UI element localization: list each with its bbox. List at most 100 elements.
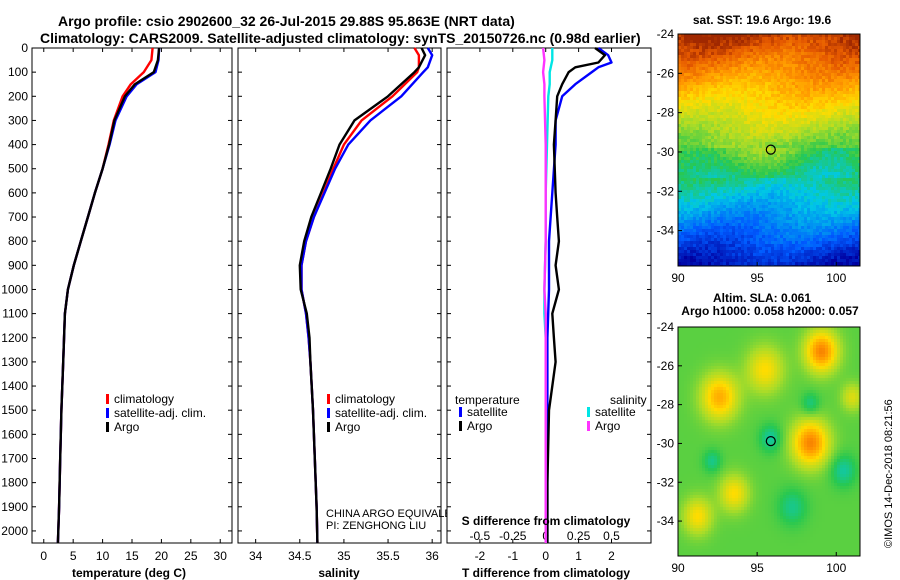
heatmap-cell xyxy=(723,79,727,83)
heatmap-cell xyxy=(684,118,688,122)
heatmap-cell xyxy=(729,208,733,212)
heatmap-cell xyxy=(717,250,721,254)
heatmap-cell xyxy=(678,52,682,56)
heatmap-cell xyxy=(834,235,838,239)
heatmap-cell xyxy=(822,109,826,113)
heatmap-cell xyxy=(693,40,697,44)
heatmap-cell xyxy=(852,100,856,104)
heatmap-cell xyxy=(819,46,823,50)
heatmap-cell xyxy=(726,160,730,164)
heatmap-cell xyxy=(852,79,856,83)
heatmap-cell xyxy=(729,244,733,248)
heatmap-cell xyxy=(825,226,829,230)
heatmap-cell xyxy=(822,97,826,101)
heatmap-cell xyxy=(684,139,688,143)
heatmap-cell xyxy=(834,82,838,86)
heatmap-cell xyxy=(804,178,808,182)
heatmap-cell xyxy=(801,37,805,41)
heatmap-cell xyxy=(741,193,745,197)
heatmap-cell xyxy=(693,223,697,227)
heatmap-cell xyxy=(810,160,814,164)
heatmap-cell xyxy=(759,157,763,161)
heatmap-cell xyxy=(849,238,853,242)
heatmap-cell xyxy=(789,208,793,212)
heatmap-cell xyxy=(804,109,808,113)
heatmap-cell xyxy=(726,43,730,47)
heatmap-cell xyxy=(729,187,733,191)
heatmap-cell xyxy=(789,70,793,74)
heatmap-cell xyxy=(759,46,763,50)
temperature-xlabel: temperature (deg C) xyxy=(72,566,186,580)
heatmap-cell xyxy=(756,229,760,233)
heatmap-cell xyxy=(801,208,805,212)
heatmap-cell xyxy=(849,232,853,236)
heatmap-cell xyxy=(834,139,838,143)
heatmap-cell xyxy=(831,118,835,122)
heatmap-cell xyxy=(714,76,718,80)
heatmap-cell xyxy=(804,79,808,83)
heatmap-cell xyxy=(687,124,691,128)
heatmap-cell xyxy=(828,241,832,245)
heatmap-cell xyxy=(765,211,769,215)
heatmap-cell xyxy=(723,106,727,110)
heatmap-cell xyxy=(816,253,820,257)
heatmap-cell xyxy=(792,139,796,143)
heatmap-cell xyxy=(816,211,820,215)
heatmap-cell xyxy=(708,229,712,233)
heatmap-cell xyxy=(825,61,829,65)
heatmap-cell xyxy=(813,49,817,53)
heatmap-cell xyxy=(687,250,691,254)
heatmap-cell xyxy=(756,88,760,92)
heatmap-cell xyxy=(828,106,832,110)
heatmap-cell xyxy=(819,178,823,182)
heatmap-cell xyxy=(717,40,721,44)
heatmap-cell xyxy=(711,238,715,242)
heatmap-cell xyxy=(705,133,709,137)
heatmap-cell xyxy=(855,175,859,179)
heatmap-cell xyxy=(765,139,769,143)
heatmap-cell xyxy=(822,100,826,104)
heatmap-cell xyxy=(750,37,754,41)
heatmap-cell xyxy=(858,139,860,143)
heatmap-cell xyxy=(807,157,811,161)
heatmap-cell xyxy=(738,76,742,80)
heatmap-cell xyxy=(693,175,697,179)
heatmap-cell xyxy=(840,250,844,254)
heatmap-cell xyxy=(834,160,838,164)
heatmap-cell xyxy=(780,55,784,59)
heatmap-cell xyxy=(708,235,712,239)
heatmap-cell xyxy=(714,181,718,185)
heatmap-cell xyxy=(837,100,841,104)
heatmap-cell xyxy=(765,124,769,128)
heatmap-cell xyxy=(771,205,775,209)
heatmap-cell xyxy=(777,142,781,146)
heatmap-cell xyxy=(852,121,856,125)
heatmap-cell xyxy=(774,232,778,236)
heatmap-cell xyxy=(684,85,688,89)
heatmap-cell xyxy=(825,205,829,209)
heatmap-cell xyxy=(846,100,850,104)
heatmap-cell xyxy=(798,190,802,194)
heatmap-cell xyxy=(732,172,736,176)
heatmap-cell xyxy=(687,121,691,125)
heatmap-cell xyxy=(834,112,838,116)
heatmap-cell xyxy=(792,169,796,173)
heatmap-cell xyxy=(810,181,814,185)
heatmap-cell xyxy=(834,103,838,107)
heatmap-cell xyxy=(849,121,853,125)
heatmap-cell xyxy=(801,175,805,179)
heatmap-cell xyxy=(840,229,844,233)
heatmap-cell xyxy=(798,235,802,239)
heatmap-cell xyxy=(684,229,688,233)
heatmap-cell xyxy=(780,217,784,221)
heatmap-cell xyxy=(822,226,826,230)
heatmap-cell xyxy=(774,136,778,140)
heatmap-cell xyxy=(855,109,859,113)
heatmap-cell xyxy=(819,238,823,242)
heatmap-cell xyxy=(783,235,787,239)
heatmap-cell xyxy=(777,181,781,185)
heatmap-cell xyxy=(789,169,793,173)
heatmap-cell xyxy=(759,34,763,38)
heatmap-cell xyxy=(819,64,823,68)
heatmap-cell xyxy=(750,256,754,260)
